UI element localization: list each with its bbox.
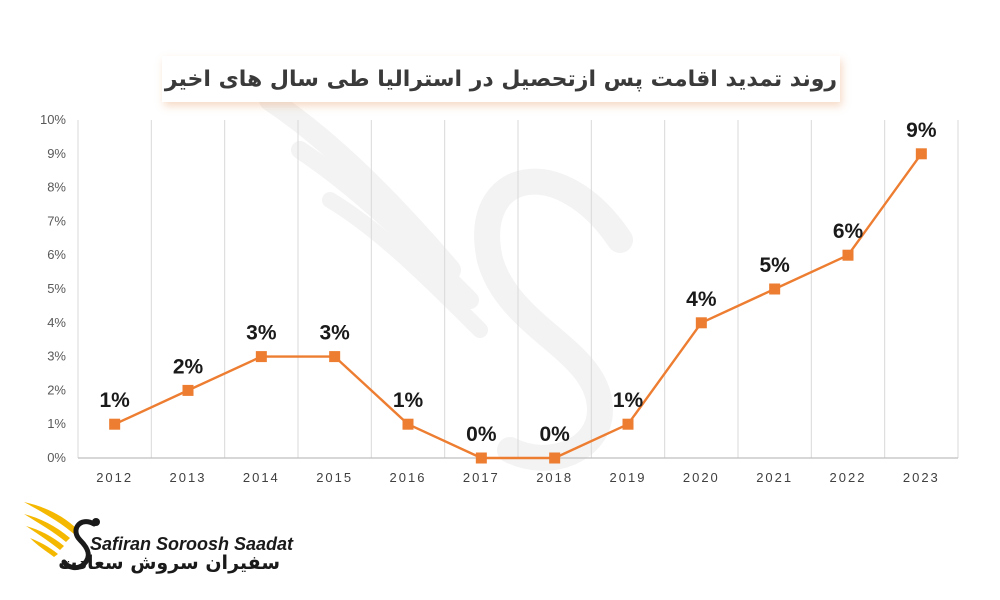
data-label: 1% <box>99 389 130 412</box>
data-label: 5% <box>759 254 790 277</box>
data-point-marker <box>622 418 634 430</box>
data-point-marker <box>109 418 121 430</box>
logo-emblem <box>24 502 100 571</box>
x-tick-label: 2013 <box>170 470 207 485</box>
y-tick-label: 7% <box>47 213 66 228</box>
data-labels: 1% 2% 3% 3% 1% 0% 0% 1% 4% 5% 6% 9% <box>99 119 936 446</box>
x-tick-label: 2012 <box>96 470 133 485</box>
x-tick-label: 2021 <box>756 470 793 485</box>
data-point-marker <box>549 452 561 464</box>
data-label: 1% <box>393 389 424 412</box>
y-tick-label: 5% <box>47 281 66 296</box>
chart-title: روند تمدید اقامت پس ازتحصیل در استرالیا … <box>164 66 838 92</box>
data-label: 3% <box>246 322 277 345</box>
data-label: 2% <box>173 355 204 378</box>
data-point-marker <box>402 418 414 430</box>
data-label: 9% <box>906 119 937 142</box>
x-tick-label: 2020 <box>683 470 720 485</box>
x-tick-label: 2014 <box>243 470 280 485</box>
data-point-marker <box>475 452 487 464</box>
y-tick-label: 4% <box>47 315 66 330</box>
data-label: 1% <box>613 389 644 412</box>
data-label: 4% <box>686 288 717 311</box>
y-tick-label: 1% <box>47 416 66 431</box>
series-polyline <box>114 153 923 460</box>
series-markers <box>109 148 927 464</box>
x-tick-label: 2019 <box>610 470 647 485</box>
data-label: 0% <box>539 423 570 446</box>
brand-name-latin: Safiran Soroosh Saadat <box>90 534 294 554</box>
series-line <box>114 153 923 460</box>
x-tick-label: 2023 <box>903 470 940 485</box>
x-tick-label: 2017 <box>463 470 500 485</box>
brand-name-farsi: سفیران سروش سعادت <box>58 552 280 574</box>
swan-icon <box>61 519 97 571</box>
chart-title-box: روند تمدید اقامت پس ازتحصیل در استرالیا … <box>162 56 840 102</box>
data-label: 6% <box>833 220 864 243</box>
data-label: 0% <box>466 423 497 446</box>
y-tick-label: 6% <box>47 247 66 262</box>
y-tick-label: 0% <box>47 450 66 465</box>
wing-icon <box>24 502 78 557</box>
swan-head-icon <box>92 518 100 526</box>
x-tick-label: 2018 <box>536 470 573 485</box>
y-tick-label: 3% <box>47 349 66 364</box>
y-tick-label: 2% <box>47 382 66 397</box>
data-point-marker <box>769 283 781 295</box>
data-point-marker <box>915 148 927 160</box>
data-point-marker <box>255 351 267 363</box>
data-label: 3% <box>319 322 350 345</box>
grid-lines <box>77 120 959 459</box>
x-axis-ticks: 2012 2013 2014 2015 2016 2017 2018 2019 2020 2021… <box>96 470 940 485</box>
data-point-marker <box>695 317 707 329</box>
data-point-marker <box>182 384 194 396</box>
y-axis-ticks: 0% 1% 2% 3% 4% 5% 6% 7% 8% 9% 10% <box>40 112 66 465</box>
data-point-marker <box>842 249 854 261</box>
data-point-marker <box>329 351 341 363</box>
y-tick-label: 8% <box>47 180 66 195</box>
x-tick-label: 2015 <box>316 470 353 485</box>
x-tick-label: 2016 <box>390 470 427 485</box>
x-tick-label: 2022 <box>830 470 867 485</box>
y-tick-label: 9% <box>47 146 66 161</box>
y-tick-label: 10% <box>40 112 66 127</box>
